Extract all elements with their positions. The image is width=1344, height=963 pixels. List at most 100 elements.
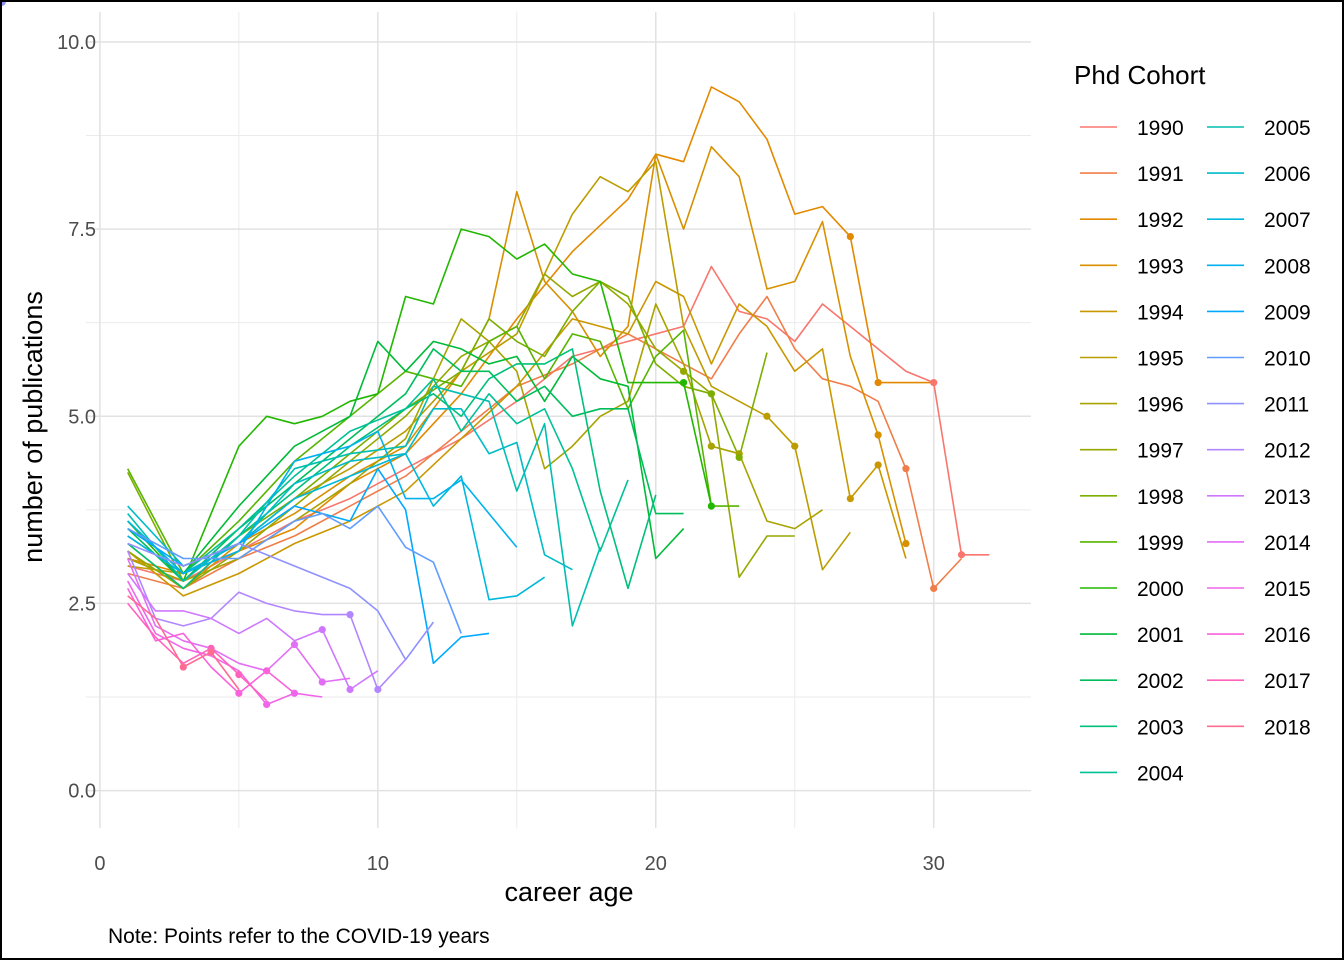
series-line-2017 bbox=[127, 602, 268, 702]
legend-label-2009: 2009 bbox=[1264, 301, 1311, 324]
covid-point-1991 bbox=[930, 584, 938, 593]
covid-point-1994 bbox=[874, 461, 882, 469]
legend-label-2003: 2003 bbox=[1137, 716, 1184, 739]
covid-point-2000 bbox=[679, 378, 688, 387]
legend-label-2007: 2007 bbox=[1264, 209, 1311, 232]
caption-note: Note: Points refer to the COVID-19 years bbox=[108, 925, 490, 948]
covid-points bbox=[0, 0, 966, 709]
series-line-2002 bbox=[127, 348, 684, 582]
legend-label-1995: 1995 bbox=[1137, 348, 1184, 371]
covid-point-2013 bbox=[346, 685, 354, 694]
y-tick-label: 0.0 bbox=[68, 781, 96, 803]
y-axis-label: number of publications bbox=[18, 291, 48, 563]
legend-label-2010: 2010 bbox=[1264, 348, 1311, 371]
series-line-1997 bbox=[127, 273, 795, 590]
legend-label-2000: 2000 bbox=[1137, 578, 1184, 601]
legend-label-2017: 2017 bbox=[1264, 670, 1311, 693]
covid-point-2014 bbox=[318, 678, 326, 686]
series-line-1994 bbox=[127, 280, 907, 597]
series-line-2015 bbox=[126, 580, 323, 706]
legend-label-1999: 1999 bbox=[1137, 532, 1184, 555]
series-line-2007 bbox=[127, 452, 546, 601]
covid-point-2014 bbox=[290, 640, 299, 649]
legend-label-2012: 2012 bbox=[1264, 440, 1311, 463]
covid-point-2018 bbox=[179, 663, 187, 671]
covid-point-1990 bbox=[930, 378, 938, 387]
covid-point-1997 bbox=[679, 367, 688, 375]
covid-point-2013 bbox=[318, 626, 326, 634]
y-tick-label: 7.5 bbox=[68, 219, 96, 241]
covid-point-1996 bbox=[707, 442, 715, 450]
axes: 0 10 20 30 0.0 2.5 5.0 7.5 10.0 bbox=[57, 32, 945, 875]
covid-point-1995 bbox=[791, 442, 799, 450]
covid-point-2018 bbox=[207, 648, 215, 656]
legend-title: Phd Cohort bbox=[1074, 60, 1206, 90]
legend-label-1997: 1997 bbox=[1137, 440, 1184, 463]
covid-point-1995 bbox=[763, 412, 771, 420]
covid-point-1993 bbox=[874, 431, 882, 439]
legend-label-2002: 2002 bbox=[1137, 670, 1184, 693]
covid-point-2011 bbox=[0, 0, 6, 6]
series-line-1998 bbox=[126, 280, 768, 582]
covid-point-2015 bbox=[263, 700, 271, 709]
legend-label-2008: 2008 bbox=[1264, 255, 1311, 278]
legend-label-1992: 1992 bbox=[1137, 209, 1184, 232]
y-tick-label: 2.5 bbox=[68, 593, 96, 615]
legend-label-1994: 1994 bbox=[1137, 301, 1184, 324]
legend-label-1990: 1990 bbox=[1137, 117, 1184, 140]
covid-point-2012 bbox=[346, 611, 354, 619]
series-line-2006 bbox=[127, 407, 573, 571]
covid-point-1992 bbox=[874, 378, 882, 387]
covid-point-2017 bbox=[235, 670, 243, 679]
covid-point-2016 bbox=[235, 689, 243, 697]
series-line-1995 bbox=[127, 160, 851, 575]
legend-label-2013: 2013 bbox=[1264, 486, 1311, 509]
legend-label-2001: 2001 bbox=[1137, 624, 1184, 647]
series-line-2014 bbox=[126, 558, 351, 683]
legend-label-1993: 1993 bbox=[1137, 255, 1184, 278]
legend: Phd Cohort 1990 1991 1992 1993 1994 1995 1996 1… bbox=[1074, 60, 1311, 785]
legend-label-2016: 2016 bbox=[1264, 624, 1311, 647]
series-line-2010 bbox=[127, 505, 462, 634]
x-tick-label: 20 bbox=[645, 853, 667, 875]
series-line-1996 bbox=[127, 303, 823, 582]
x-tick-label: 0 bbox=[94, 853, 105, 875]
series-line-1990 bbox=[127, 265, 990, 582]
series-lines bbox=[126, 86, 990, 706]
y-tick-label: 5.0 bbox=[68, 406, 96, 428]
covid-point-1990 bbox=[957, 551, 966, 559]
covid-point-1993 bbox=[902, 539, 910, 548]
x-tick-label: 10 bbox=[367, 853, 389, 875]
legend-label-2018: 2018 bbox=[1264, 716, 1311, 739]
series-line-2012 bbox=[126, 550, 407, 691]
legend-label-1996: 1996 bbox=[1137, 394, 1184, 417]
legend-label-2014: 2014 bbox=[1264, 532, 1311, 555]
legend-label-1991: 1991 bbox=[1137, 163, 1184, 186]
y-tick-label: 10.0 bbox=[57, 32, 96, 54]
legend-label-2006: 2006 bbox=[1264, 163, 1311, 186]
covid-point-2012 bbox=[374, 685, 382, 694]
covid-point-1991 bbox=[902, 465, 910, 473]
legend-label-2004: 2004 bbox=[1137, 762, 1184, 785]
series-line-2011 bbox=[127, 542, 435, 661]
covid-point-1992 bbox=[846, 232, 854, 241]
legend-label-2011: 2011 bbox=[1264, 394, 1309, 417]
covid-point-1994 bbox=[846, 495, 854, 503]
covid-point-2000 bbox=[707, 502, 715, 510]
grid bbox=[86, 12, 1031, 828]
legend-label-2005: 2005 bbox=[1264, 117, 1311, 140]
series-line-2018 bbox=[127, 595, 240, 690]
x-axis-label: career age bbox=[504, 877, 633, 907]
series-line-1999 bbox=[126, 325, 740, 575]
series-line-2005 bbox=[127, 385, 601, 627]
x-tick-label: 30 bbox=[923, 853, 945, 875]
legend-label-1998: 1998 bbox=[1137, 486, 1184, 509]
series-line-2013 bbox=[127, 573, 379, 691]
covid-point-2015 bbox=[290, 689, 299, 697]
series-line-2004 bbox=[127, 377, 629, 575]
series-line-1993 bbox=[127, 146, 907, 590]
covid-point-2016 bbox=[263, 667, 271, 675]
covid-point-1998 bbox=[735, 453, 743, 462]
series-line-2003 bbox=[127, 348, 657, 590]
